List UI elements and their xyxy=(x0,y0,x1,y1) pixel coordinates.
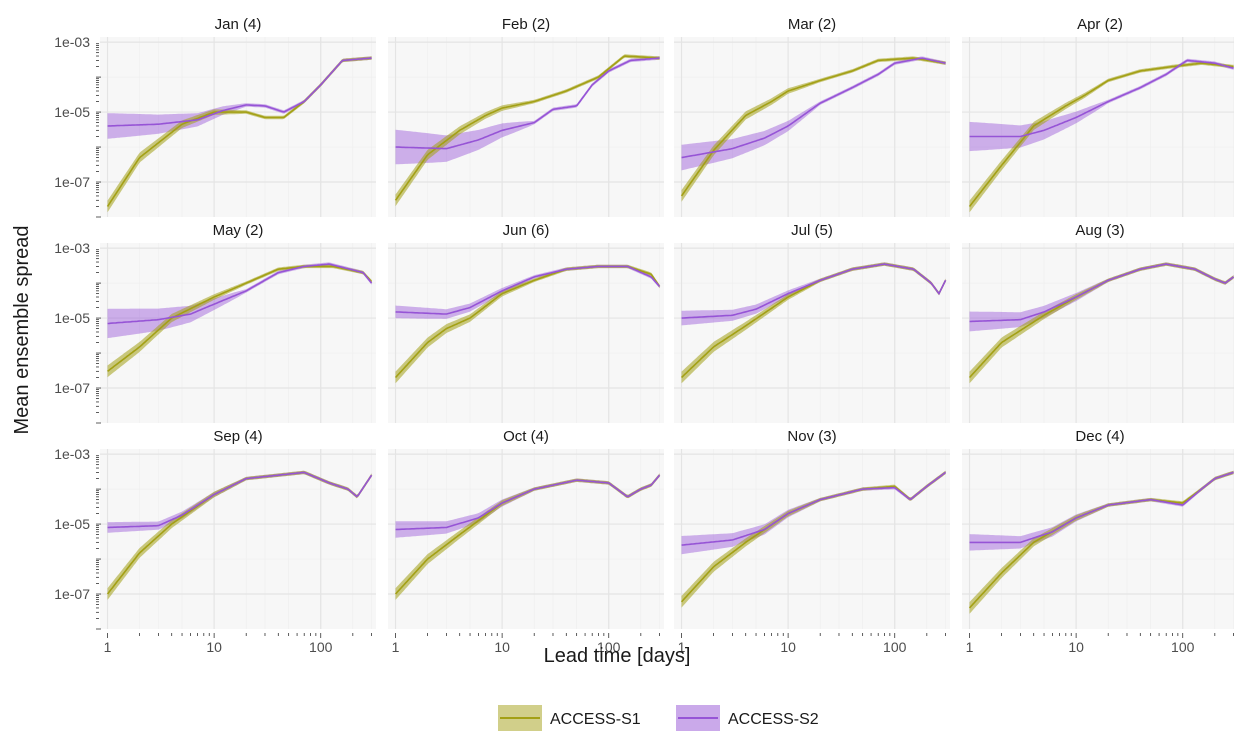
panel-sep: Sep (4) 1e-07 1e-05 1e-03 1 10 100 xyxy=(54,428,376,655)
series-access-s2-band xyxy=(395,473,660,538)
panel-background xyxy=(962,243,1234,423)
panel-title: Oct (4) xyxy=(503,428,549,445)
series-access-s1-line xyxy=(680,57,946,197)
panel-title: Sep (4) xyxy=(213,428,262,445)
series-access-s2-band xyxy=(107,470,372,533)
x-tick-label: 1 xyxy=(392,639,400,655)
series-access-s2-line xyxy=(969,471,1234,544)
series-access-s1-band xyxy=(107,264,372,378)
panel-background xyxy=(674,37,950,217)
panel-nov: Nov (3) 1 10 100 xyxy=(674,428,950,655)
y-axis-title: Mean ensemble spread xyxy=(11,225,33,434)
y-tick-label: 1e-03 xyxy=(54,446,90,462)
panel-title: Nov (3) xyxy=(787,428,836,445)
series-access-s2-line xyxy=(681,263,947,319)
panel-background xyxy=(962,37,1234,217)
panel-title: Apr (2) xyxy=(1077,16,1123,33)
panel-title: Jan (4) xyxy=(215,16,262,33)
x-tick-label: 10 xyxy=(206,639,222,655)
series-access-s2-band xyxy=(107,56,372,139)
panel-grid: Jan (4) 1e-07 1e-05 1e-03 Feb (2) Mar (2) Apr … xyxy=(54,16,1234,655)
series-access-s1-band xyxy=(969,61,1234,213)
series-access-s1-band xyxy=(395,264,660,384)
panel-jul: Jul (5) xyxy=(674,222,950,423)
series-access-s2-line xyxy=(969,59,1234,138)
panel-background xyxy=(100,449,376,629)
legend-label: ACCESS-S2 xyxy=(728,711,819,728)
panel-title: Dec (4) xyxy=(1075,428,1124,445)
panel-title: Jun (6) xyxy=(503,222,550,239)
series-access-s2-line xyxy=(107,57,372,127)
series-access-s1-line xyxy=(107,265,373,372)
y-tick-label: 1e-03 xyxy=(54,240,90,256)
x-tick-label: 10 xyxy=(494,639,510,655)
panel-background xyxy=(100,243,376,423)
x-tick-label: 1 xyxy=(678,639,686,655)
series-access-s1-line xyxy=(968,62,1234,208)
panel-may: May (2) 1e-07 1e-05 1e-03 xyxy=(54,222,376,424)
y-tick-label: 1e-03 xyxy=(54,34,90,50)
x-axis-title: Lead time [days] xyxy=(544,645,691,667)
panel-background xyxy=(388,243,664,423)
series-access-s1-band xyxy=(681,56,946,202)
panel-title: Feb (2) xyxy=(502,16,550,33)
y-tick-label: 1e-07 xyxy=(54,174,90,190)
series-access-s2-band xyxy=(681,56,946,171)
series-access-s2-line xyxy=(681,471,947,546)
series-access-s2-line xyxy=(395,57,660,150)
series-access-s2-line xyxy=(395,265,661,315)
x-tick-label: 100 xyxy=(597,639,621,655)
legend: ACCESS-S1 ACCESS-S2 xyxy=(498,705,819,731)
series-access-s2-band xyxy=(681,262,946,326)
panel-title: Jul (5) xyxy=(791,222,833,239)
panel-jan: Jan (4) 1e-07 1e-05 1e-03 xyxy=(54,16,376,218)
panel-background xyxy=(674,243,950,423)
panel-feb: Feb (2) xyxy=(388,16,664,217)
legend-item-access-s2: ACCESS-S2 xyxy=(676,705,819,731)
x-tick-label: 100 xyxy=(309,639,333,655)
x-tick-label: 10 xyxy=(1068,639,1084,655)
y-tick-label: 1e-07 xyxy=(54,586,90,602)
panel-jun: Jun (6) xyxy=(388,222,664,423)
legend-item-access-s1: ACCESS-S1 xyxy=(498,705,641,731)
series-access-s1-line xyxy=(394,55,660,201)
x-tick-label: 1 xyxy=(104,639,112,655)
panel-mar: Mar (2) xyxy=(674,16,950,217)
series-access-s2-line xyxy=(107,263,373,325)
panel-aug: Aug (3) xyxy=(962,222,1234,423)
panel-title: May (2) xyxy=(213,222,264,239)
series-access-s2-line xyxy=(395,474,661,531)
x-tick-label: 100 xyxy=(1171,639,1195,655)
y-tick-label: 1e-05 xyxy=(54,310,90,326)
panel-background xyxy=(388,449,664,629)
panel-title: Mar (2) xyxy=(788,16,836,33)
series-access-s2-line xyxy=(969,263,1234,323)
y-tick-label: 1e-05 xyxy=(54,104,90,120)
series-access-s2-line xyxy=(107,471,373,529)
panel-apr: Apr (2) xyxy=(962,16,1234,217)
legend-label: ACCESS-S1 xyxy=(550,711,641,728)
panel-dec: Dec (4) 1 10 100 xyxy=(962,428,1234,655)
y-tick-label: 1e-07 xyxy=(54,380,90,396)
series-access-s2-line xyxy=(681,57,946,159)
panel-background xyxy=(100,37,376,217)
y-tick-label: 1e-05 xyxy=(54,516,90,532)
x-tick-label: 100 xyxy=(883,639,907,655)
series-access-s2-band xyxy=(681,470,946,555)
x-tick-label: 10 xyxy=(780,639,796,655)
panel-background xyxy=(674,449,950,629)
panel-background xyxy=(962,449,1234,629)
panel-oct: Oct (4) 1 10 100 xyxy=(388,428,664,655)
panel-title: Aug (3) xyxy=(1075,222,1124,239)
x-tick-label: 1 xyxy=(966,639,974,655)
